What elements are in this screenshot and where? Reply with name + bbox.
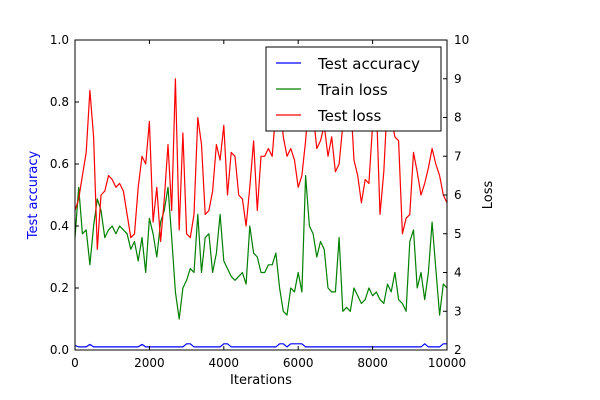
y-left-tick-label: 1.0 bbox=[50, 33, 69, 47]
legend-label-test-loss: Test loss bbox=[317, 107, 381, 125]
x-tick-label: 8000 bbox=[357, 356, 388, 370]
y-right-tick-label: 5 bbox=[454, 227, 462, 241]
y-left-tick-label: 0.2 bbox=[50, 281, 69, 295]
legend: Test accuracy Train loss Test loss bbox=[265, 46, 442, 132]
y-right-tick-label: 6 bbox=[454, 188, 462, 202]
y-left-tick-label: 0.4 bbox=[50, 219, 69, 233]
series-line-test-loss bbox=[74, 78, 448, 250]
series-layer bbox=[74, 78, 448, 348]
series-line-test-accuracy bbox=[74, 343, 447, 348]
x-tick-label: 10000 bbox=[428, 356, 466, 370]
x-tick-label: 2000 bbox=[134, 356, 165, 370]
y-right-tick-label: 2 bbox=[454, 343, 462, 357]
y-right-tick-label: 4 bbox=[454, 266, 462, 280]
y-axis-left-label: Test accuracy bbox=[26, 151, 41, 241]
legend-label-test-accuracy: Test accuracy bbox=[317, 55, 420, 73]
y-right-tick-label: 3 bbox=[454, 304, 462, 318]
y-left-tick-label: 0.8 bbox=[50, 95, 69, 109]
y-left-tick-label: 0.0 bbox=[50, 343, 69, 357]
y-axis-right-label: Loss bbox=[481, 181, 496, 210]
legend-label-train-loss: Train loss bbox=[317, 81, 388, 99]
x-axis-label: Iterations bbox=[230, 373, 292, 388]
series-line-train-loss bbox=[74, 175, 448, 320]
x-tick-label: 0 bbox=[71, 356, 79, 370]
y-right-tick-label: 9 bbox=[454, 72, 462, 86]
y-right-tick-label: 8 bbox=[454, 111, 462, 125]
y-left-tick-label: 0.6 bbox=[50, 157, 69, 171]
x-tick-label: 4000 bbox=[209, 356, 240, 370]
tick-layer: 0 2000 4000 6000 8000 10000 0.0 0.2 0.4 0.6 0.8 1.0… bbox=[50, 33, 469, 370]
y-right-tick-label: 10 bbox=[454, 33, 469, 47]
y-right-tick-label: 7 bbox=[454, 149, 462, 163]
x-tick-label: 6000 bbox=[283, 356, 314, 370]
